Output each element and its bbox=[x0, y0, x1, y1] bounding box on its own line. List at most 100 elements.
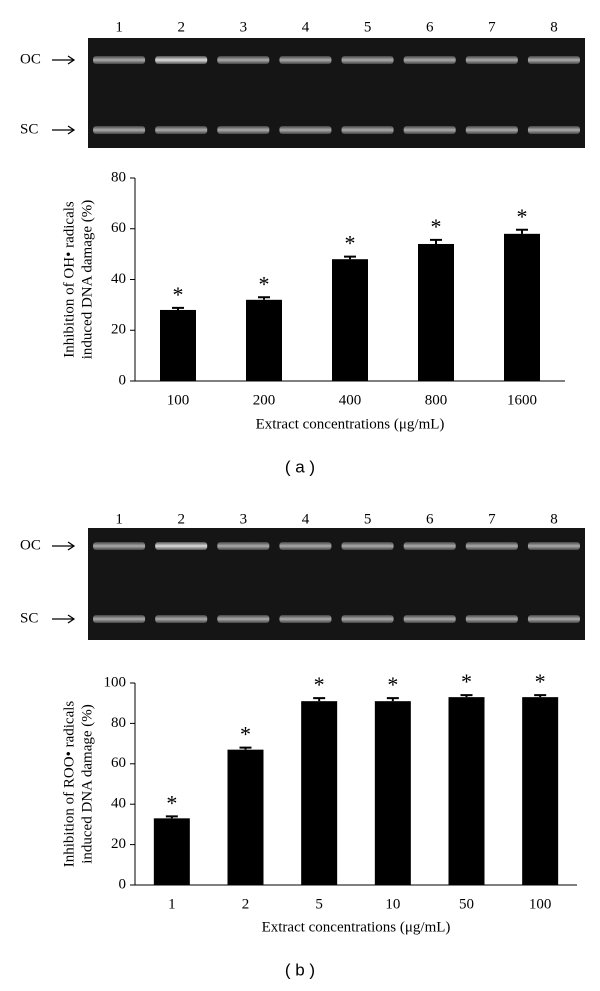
x-tick-label: 50 bbox=[459, 896, 474, 912]
x-tick-label: 100 bbox=[529, 896, 552, 912]
gel-band bbox=[279, 56, 332, 64]
x-tick-label: 10 bbox=[385, 896, 400, 912]
lane-label: 2 bbox=[177, 511, 185, 527]
bar bbox=[246, 299, 282, 381]
y-tick-label: 40 bbox=[111, 271, 126, 287]
gel-band bbox=[217, 615, 270, 623]
y-tick-label: 60 bbox=[111, 755, 126, 771]
gel-band bbox=[465, 542, 518, 550]
gel-band bbox=[465, 126, 518, 134]
bar bbox=[160, 309, 196, 381]
annotation: * bbox=[345, 231, 356, 256]
lane-label: 3 bbox=[240, 511, 248, 527]
gel-band bbox=[93, 615, 146, 623]
error-bar bbox=[313, 697, 326, 702]
error-bar bbox=[430, 238, 442, 244]
annotation: * bbox=[314, 672, 325, 697]
error-bar bbox=[172, 306, 184, 310]
gel-band bbox=[217, 126, 270, 134]
bar bbox=[153, 818, 190, 885]
gel-band bbox=[155, 542, 208, 550]
x-tick-label: 1 bbox=[168, 896, 176, 912]
gel-band bbox=[93, 56, 146, 64]
y-tick-label: 60 bbox=[111, 220, 126, 236]
gel-band bbox=[403, 615, 456, 623]
annotation: * bbox=[240, 722, 251, 747]
panel-label: ( b ) bbox=[285, 960, 315, 979]
lane-label: 1 bbox=[115, 19, 123, 35]
gel-band bbox=[341, 56, 394, 64]
y-axis-label: induced DNA damage (%) bbox=[79, 704, 95, 864]
x-tick-label: 800 bbox=[425, 392, 448, 408]
band-label: OC bbox=[20, 537, 41, 553]
gel-band bbox=[279, 542, 332, 550]
lane-label: 6 bbox=[426, 19, 434, 35]
arrow bbox=[52, 55, 76, 65]
lane-label: 3 bbox=[240, 19, 248, 35]
arrow bbox=[52, 541, 76, 551]
x-tick-label: 400 bbox=[339, 392, 362, 408]
y-axis-label: induced DNA damage (%) bbox=[79, 200, 95, 360]
annotation: * bbox=[173, 282, 184, 307]
annotation: * bbox=[259, 271, 270, 296]
gel-band bbox=[403, 542, 456, 550]
x-tick-label: 5 bbox=[315, 896, 323, 912]
x-tick-label: 200 bbox=[253, 392, 276, 408]
gel-band bbox=[93, 542, 146, 550]
error-bar bbox=[516, 228, 528, 234]
y-tick-label: 100 bbox=[104, 674, 127, 690]
arrow bbox=[52, 614, 76, 624]
bar bbox=[227, 749, 264, 885]
lane-label: 2 bbox=[177, 19, 185, 35]
lane-label: 8 bbox=[550, 511, 558, 527]
y-tick-label: 40 bbox=[111, 796, 126, 812]
gel-band bbox=[465, 615, 518, 623]
gel-band bbox=[465, 56, 518, 64]
lane-label: 5 bbox=[364, 511, 372, 527]
error-bar bbox=[258, 296, 270, 300]
lane-label: 4 bbox=[302, 511, 310, 527]
gel-band bbox=[403, 56, 456, 64]
band-label: SC bbox=[20, 121, 38, 137]
band-label: OC bbox=[20, 51, 41, 67]
bar bbox=[301, 701, 338, 885]
gel-band bbox=[341, 615, 394, 623]
y-tick-label: 20 bbox=[111, 836, 126, 852]
arrow bbox=[52, 125, 76, 135]
gel-band bbox=[93, 126, 146, 134]
gel-band bbox=[341, 126, 394, 134]
gel-band bbox=[527, 126, 580, 134]
lane-label: 1 bbox=[115, 511, 123, 527]
bar bbox=[418, 243, 454, 381]
x-tick-label: 100 bbox=[167, 392, 190, 408]
bar bbox=[374, 701, 411, 885]
annotation: * bbox=[387, 672, 398, 697]
gel-band bbox=[155, 126, 208, 134]
gel-band bbox=[527, 56, 580, 64]
x-axis-label: Extract concentrations (μg/mL) bbox=[262, 919, 451, 935]
lane-label: 6 bbox=[426, 511, 434, 527]
lane-label: 8 bbox=[550, 19, 558, 35]
lane-label: 7 bbox=[488, 511, 496, 527]
y-axis-label: Inhibition of OH• radicals bbox=[61, 201, 77, 358]
x-tick-label: 1600 bbox=[507, 392, 537, 408]
error-bar bbox=[386, 697, 399, 702]
error-bar bbox=[534, 694, 547, 698]
gel-band bbox=[217, 542, 270, 550]
gel-band bbox=[527, 615, 580, 623]
x-tick-label: 2 bbox=[242, 896, 250, 912]
gel-band bbox=[527, 542, 580, 550]
panel-label: ( a ) bbox=[285, 457, 315, 476]
annotation: * bbox=[535, 669, 546, 694]
y-tick-label: 20 bbox=[111, 322, 126, 338]
gel-band bbox=[155, 56, 208, 64]
annotation: * bbox=[461, 669, 472, 694]
bar bbox=[332, 259, 368, 381]
gel-band bbox=[341, 542, 394, 550]
bar bbox=[522, 697, 559, 885]
error-bar bbox=[460, 694, 473, 698]
error-bar bbox=[344, 255, 356, 260]
gel-band bbox=[403, 126, 456, 134]
y-tick-label: 0 bbox=[119, 876, 127, 892]
